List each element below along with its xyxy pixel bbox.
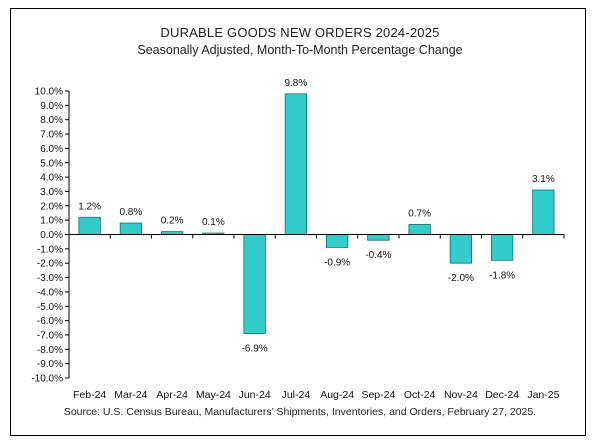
bar-dec-24 — [490, 234, 514, 261]
data-label-apr-24: 0.2% — [161, 216, 184, 227]
y-tick-label: 5.0% — [40, 158, 63, 169]
bar-aug-24 — [325, 234, 349, 248]
x-tick-label: Sep-24 — [361, 389, 395, 401]
bar-jan-25 — [532, 189, 555, 235]
y-tick-label: 1.0% — [40, 216, 63, 227]
y-tick-label: 9.0% — [40, 101, 63, 112]
x-tick-label: Aug-24 — [320, 389, 354, 401]
y-tick-label: -8.0% — [37, 345, 63, 356]
chart-subtitle: Seasonally Adjusted, Month-To-Month Perc… — [137, 43, 463, 57]
y-tick-label: 4.0% — [40, 173, 63, 184]
data-label-nov-24: -2.0% — [448, 273, 474, 284]
data-label-dec-24: -1.8% — [489, 270, 515, 281]
bar-sep-24 — [367, 234, 390, 241]
x-axis: Feb-24 Mar-24 Apr-24 May-24 Jun-24 Jul-24 Aug-… — [68, 234, 565, 401]
y-tick-label: -1.0% — [37, 244, 63, 255]
y-tick-label: 2.0% — [40, 201, 63, 212]
bar-mar-24 — [119, 222, 143, 235]
x-tick-label: Feb-24 — [73, 389, 106, 401]
data-label-jan-25: 3.1% — [532, 174, 555, 185]
y-tick-label: -3.0% — [37, 273, 63, 284]
x-tick-label: Jul-24 — [282, 389, 311, 401]
y-tick-label: -5.0% — [37, 302, 63, 313]
data-label-sep-24: -0.4% — [365, 250, 391, 261]
bar-oct-24 — [408, 224, 431, 235]
data-label-may-24: 0.1% — [202, 217, 225, 228]
x-tick-label: Jan-25 — [527, 389, 559, 401]
chart-title: DURABLE GOODS NEW ORDERS 2024-2025 — [160, 25, 440, 40]
data-label-mar-24: 0.8% — [119, 207, 142, 218]
y-tick-label: 3.0% — [40, 187, 63, 198]
x-tick-label: Mar-24 — [114, 389, 147, 401]
bar-jun-24 — [243, 234, 266, 334]
y-axis: 10.0% 9.0% 8.0% 7.0% 6.0% 5.0% 4.0% 3.0% 2.0% 1.0… — [31, 87, 70, 385]
y-tick-label: 6.0% — [40, 144, 63, 155]
x-tick-label: Jun-24 — [239, 389, 271, 401]
data-label-oct-24: 0.7% — [408, 208, 431, 219]
chart-source: Source: U.S. Census Bureau, Manufacturer… — [63, 406, 537, 418]
data-label-jul-24: 9.8% — [284, 78, 307, 89]
y-tick-label: -6.0% — [37, 316, 63, 327]
y-tick-label: -9.0% — [37, 359, 63, 370]
y-tick-label: -7.0% — [37, 330, 63, 341]
x-tick-label: Nov-24 — [444, 389, 478, 401]
y-tick-label: -10.0% — [31, 374, 63, 385]
y-tick-label: -2.0% — [37, 259, 63, 270]
x-tick-label: Apr-24 — [156, 389, 188, 401]
data-label-aug-24: -0.9% — [324, 257, 350, 268]
bar-jul-24 — [284, 93, 307, 235]
bar-feb-24 — [78, 216, 101, 235]
bars: 1.2% 0.8% 0.2% 0.1% -6.9% 9.8% -0.9% -0.4% 0.7% -… — [78, 78, 555, 355]
y-tick-label: 10.0% — [35, 87, 63, 98]
data-label-jun-24: -6.9% — [242, 344, 268, 355]
data-label-feb-24: 1.2% — [78, 201, 101, 212]
x-tick-label: May-24 — [196, 389, 231, 401]
y-tick-label: 8.0% — [40, 115, 63, 126]
x-tick-label: Dec-24 — [485, 389, 519, 401]
y-tick-label: 7.0% — [40, 130, 63, 141]
y-tick-label: 0.0% — [40, 230, 63, 241]
y-tick-label: -4.0% — [37, 287, 63, 298]
x-tick-label: Oct-24 — [404, 389, 436, 401]
bar-nov-24 — [449, 234, 472, 264]
